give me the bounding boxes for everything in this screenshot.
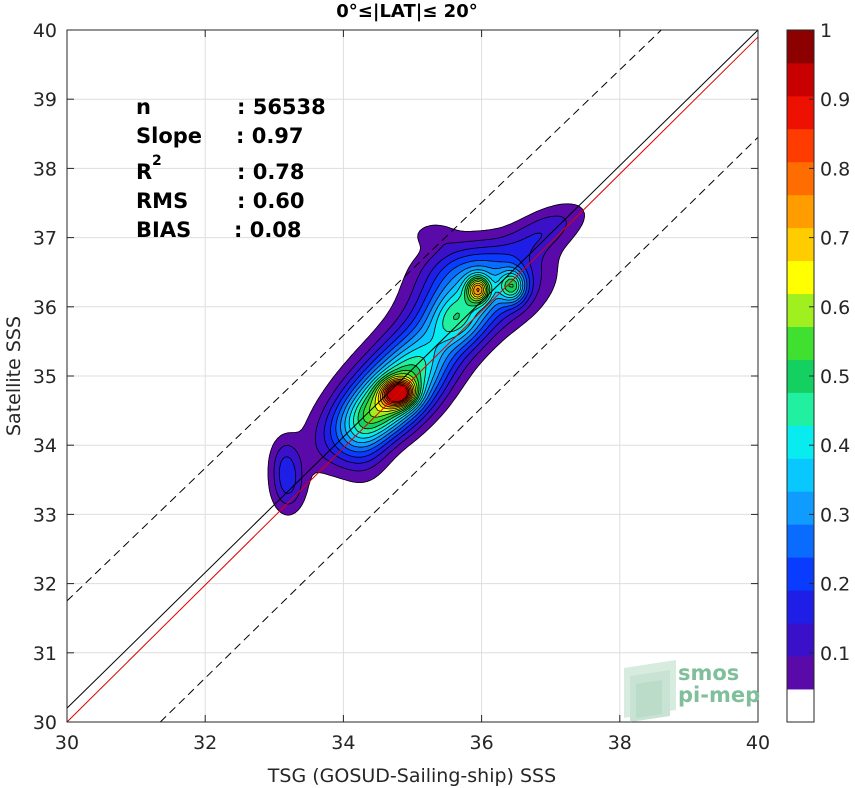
y-tick-label-1: 31 [33, 643, 57, 665]
density-level-14-contour [380, 284, 483, 408]
x-tick-label-1: 32 [193, 732, 217, 754]
colorbar-band-6 [787, 491, 814, 525]
density-level-4-contour [335, 260, 528, 453]
y-tick-label-10: 40 [33, 20, 57, 42]
lower-bound-line [159, 136, 759, 723]
colorbar-band-16 [787, 161, 814, 196]
y-tick-label-2: 32 [33, 574, 57, 596]
stat-r2-superscript: 2 [152, 153, 162, 169]
density-level-6-contour [344, 269, 524, 443]
x-tick-label-4: 38 [608, 732, 632, 754]
y-tick-label-9: 39 [33, 89, 57, 111]
density-level-5-contour [340, 265, 526, 448]
colorbar-band-8 [787, 425, 814, 459]
colorbar-band-7 [787, 458, 814, 492]
colorbar-band-4 [787, 557, 814, 591]
colorbar-band-13 [787, 260, 814, 295]
colorbar-band-17 [787, 128, 814, 163]
colorbar-band-14 [787, 227, 814, 262]
density-level-1-contour [273, 215, 567, 505]
y-tick-label-0: 30 [33, 712, 57, 734]
y-tick-label-4: 34 [33, 435, 57, 457]
y-tick-label-5: 35 [33, 366, 57, 388]
reference-lines [66, 29, 759, 723]
colorbar-band-9 [787, 392, 814, 426]
colorbar: 0.1 0.2 0.3 0.4 0.5 0.6 0.7 0.8 0.9 1 [786, 20, 850, 723]
stat-n-label: n [136, 95, 151, 119]
stat-rms-label: RMS [136, 189, 188, 213]
colorbar-band-3 [787, 590, 814, 624]
colorbar-tick-label-5: 0.6 [820, 297, 850, 319]
regression-line [66, 36, 759, 723]
colorbar-tick-label-6: 0.7 [820, 228, 850, 250]
density-level-2-contour [278, 232, 543, 494]
logo-line1: smos [678, 661, 739, 685]
density-level-16-contour [383, 381, 411, 405]
y-tick-label-8: 38 [33, 158, 57, 180]
y-tick-label-6: 36 [33, 297, 57, 319]
density-level-12-contour [374, 281, 486, 412]
x-axis-label: TSG (GOSUD-Sailing-ship) SSS [267, 765, 556, 787]
axes: 30 32 34 36 38 40 30 31 32 33 34 35 36 37 38 39 40 [33, 20, 770, 754]
colorbar-band-18 [787, 95, 814, 130]
colorbar-tick-label-2: 0.3 [820, 504, 850, 526]
x-tick-label-2: 34 [331, 732, 355, 754]
colorbar-tick-label-4: 0.5 [820, 366, 850, 388]
density-level-11-contour [369, 279, 488, 418]
density-level-10-contour [362, 277, 514, 424]
logo-line2: pi-mep [678, 683, 760, 707]
colorbar-tick-label-1: 0.2 [820, 574, 850, 596]
logo-waves-icon [624, 660, 676, 722]
y-tick-label-7: 37 [33, 228, 57, 250]
x-tick-label-5: 40 [746, 732, 770, 754]
colorbar-band-11 [787, 326, 814, 360]
colorbar-tick-label-3: 0.4 [820, 435, 850, 457]
stat-bias-label: BIAS [136, 218, 191, 242]
colorbar-tick-label-8: 0.9 [820, 89, 850, 111]
stat-bias-value: : 0.08 [234, 218, 302, 242]
colorbar-band-19 [787, 62, 814, 97]
density-level-0-contour [267, 203, 585, 516]
colorbar-band-15 [787, 194, 814, 229]
colorbar-band-1 [787, 656, 814, 690]
upper-bound-line [66, 29, 662, 602]
identity-line [66, 29, 759, 709]
stat-n-value: : 56538 [237, 95, 326, 119]
colorbar-band-5 [787, 524, 814, 558]
colorbar-tick-label-7: 0.8 [820, 158, 850, 180]
x-tick-label-0: 30 [55, 732, 79, 754]
stat-slope-label: Slope [136, 124, 202, 148]
colorbar-band-20 [787, 30, 814, 64]
stat-rms-value: : 0.60 [237, 189, 305, 213]
density-contours [267, 203, 585, 516]
statistics-box: n : 56538 Slope : 0.97 R 2 : 0.78 RMS : … [136, 95, 326, 242]
stat-r2-value: : 0.78 [237, 160, 305, 184]
y-axis-label: Satellite SSS [3, 316, 25, 436]
stat-r2-label: R [136, 160, 152, 184]
x-tick-label-3: 36 [470, 732, 494, 754]
stat-slope-value: : 0.97 [236, 124, 304, 148]
smos-pimep-logo: smos pi-mep [624, 660, 760, 722]
colorbar-tick-label-9: 1 [820, 20, 832, 42]
colorbar-band-12 [787, 293, 814, 327]
colorbar-tick-label-0: 0.1 [820, 643, 850, 665]
density-level-3-contour [330, 253, 530, 458]
grid [66, 29, 759, 723]
colorbar-band-0 [787, 689, 814, 723]
colorbar-band-2 [787, 623, 814, 657]
chart-title: 0°≤|LAT|≤ 20° [336, 1, 477, 22]
y-tick-label-3: 33 [33, 504, 57, 526]
